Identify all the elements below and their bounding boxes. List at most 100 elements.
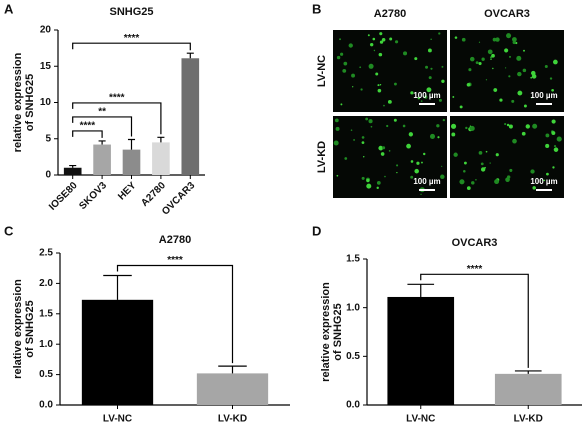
significance-bracket: [420, 273, 529, 368]
cell: [384, 175, 386, 178]
cell: [453, 152, 458, 157]
y-tick-label: 0.0: [346, 400, 360, 411]
cell: [420, 193, 422, 196]
cell: [368, 119, 373, 124]
scale-bar-label: 100 µm: [530, 177, 557, 186]
cell: [504, 122, 507, 126]
y-tick-label: 15: [40, 61, 52, 72]
cell: [551, 119, 556, 124]
y-tick-label: 0: [45, 170, 51, 181]
cell: [523, 49, 525, 52]
micrograph: [450, 30, 564, 112]
cell: [410, 160, 414, 163]
cell: [461, 37, 466, 42]
cell: [543, 179, 546, 182]
cell: [387, 99, 392, 104]
y-tick-label: 5: [45, 133, 51, 144]
significance-label: ****: [80, 121, 96, 132]
cell: [352, 86, 354, 88]
cell: [350, 129, 353, 131]
cell: [484, 166, 486, 169]
y-tick-label: 10: [40, 97, 52, 108]
cell: [438, 32, 441, 35]
cell: [478, 61, 482, 66]
bar: [93, 144, 111, 175]
x-tick-label: LV-NC: [103, 414, 132, 425]
cell: [426, 87, 432, 93]
cell: [361, 136, 365, 139]
significance-label: ****: [109, 93, 125, 104]
cell: [396, 164, 399, 167]
cell: [545, 143, 550, 148]
bar: [196, 373, 269, 405]
bar: [63, 167, 82, 175]
cell: [410, 91, 414, 95]
cell: [423, 152, 426, 156]
error-bar: [186, 52, 194, 59]
cell: [470, 56, 475, 62]
cell: [420, 100, 423, 102]
cell: [516, 55, 522, 61]
cell: [441, 79, 445, 83]
cell: [359, 66, 362, 69]
cell: [339, 38, 341, 41]
cell: [466, 83, 471, 87]
cell: [463, 169, 466, 173]
cell: [408, 132, 414, 137]
x-tick-label: LV-KD: [514, 414, 543, 425]
cell: [365, 117, 369, 121]
cell: [393, 82, 397, 86]
cell: [475, 61, 479, 65]
cell: [361, 176, 365, 180]
cell: [441, 165, 443, 167]
cell: [363, 156, 365, 158]
cell: [522, 68, 527, 73]
cell: [393, 118, 397, 122]
cell: [336, 55, 341, 60]
cell: [377, 84, 380, 87]
cell: [506, 123, 510, 127]
error-bar: [218, 365, 247, 374]
cell: [463, 161, 467, 165]
significance-bracket: [72, 42, 191, 51]
cell: [517, 90, 523, 96]
cell: [490, 58, 492, 61]
error-bar: [514, 370, 542, 374]
cell: [379, 32, 383, 36]
cell: [521, 131, 526, 136]
cell: [375, 72, 379, 76]
cell: [383, 104, 385, 107]
x-tick-label: OVCAR3: [160, 180, 198, 218]
cell: [424, 95, 428, 99]
cell: [512, 40, 516, 45]
cell: [353, 139, 355, 141]
chart-title: SNHG25: [109, 6, 153, 18]
panel-letter: C: [4, 223, 14, 238]
column-label: A2780: [374, 8, 406, 20]
cell: [493, 88, 498, 92]
y-tick-label: 2.0: [39, 278, 53, 289]
cell: [343, 61, 348, 66]
cell: [485, 150, 488, 153]
cell: [551, 131, 556, 135]
bar: [152, 142, 170, 175]
chart-title: OVCAR3: [452, 237, 498, 249]
cell: [512, 138, 517, 144]
chart-title: A2780: [159, 234, 191, 246]
cell: [485, 79, 488, 81]
cell: [335, 126, 340, 131]
cell: [351, 73, 356, 78]
cell: [441, 65, 444, 68]
cell: [372, 37, 376, 41]
cell: [394, 40, 399, 44]
panel-letter: D: [312, 223, 321, 238]
x-tick-label: SKOV3: [77, 180, 109, 212]
cell: [556, 136, 562, 142]
cell: [336, 174, 339, 177]
cell: [480, 167, 486, 172]
panel-letter: B: [312, 1, 321, 16]
cell: [429, 133, 436, 139]
cell: [492, 67, 494, 70]
cell: [402, 51, 408, 56]
cell: [450, 123, 457, 129]
